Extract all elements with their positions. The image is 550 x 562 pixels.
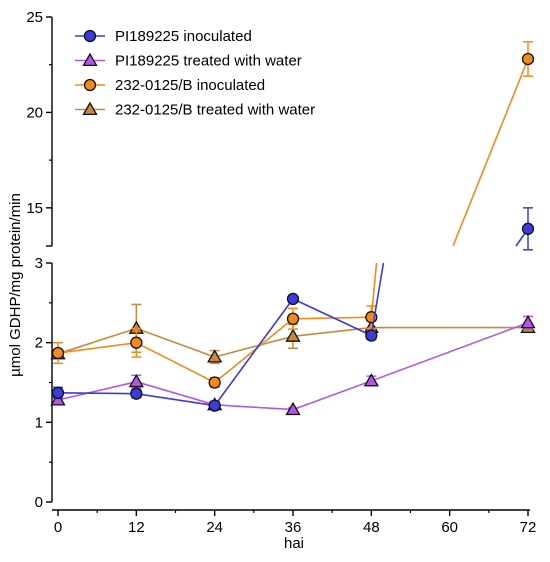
- series-line-segment: [214, 318, 294, 384]
- data-point: [130, 336, 143, 349]
- series-line-segment: [214, 298, 294, 407]
- x-tick-label: 48: [363, 519, 380, 536]
- x-tick-label: 72: [520, 519, 537, 536]
- series-line-segment: [135, 341, 216, 384]
- legend: PI189225 inoculated PI189225 treated with…: [75, 28, 315, 119]
- series-line-segment: [136, 327, 215, 358]
- legend-label: 232-0125/B inoculated: [115, 77, 265, 94]
- series-line-segment: [214, 335, 294, 358]
- x-axis-label: hai: [284, 535, 304, 552]
- series-0: [51, 207, 535, 412]
- series-line-segment: [57, 327, 137, 355]
- data-point: [50, 392, 66, 406]
- series-line-segment: [371, 322, 529, 382]
- y-axis-label: µmol GDHP/mg protein/min: [7, 193, 24, 377]
- legend-label: PI189225 treated with water: [115, 53, 302, 70]
- x-tick-label: 12: [128, 519, 145, 536]
- y-tick-label: 15: [26, 200, 43, 217]
- series-line-segment: [370, 262, 385, 336]
- data-point: [51, 386, 65, 400]
- legend-marker: [83, 78, 97, 92]
- data-point: [521, 222, 535, 235]
- x-tick-label: 24: [206, 519, 223, 536]
- series-line-segment: [57, 392, 137, 395]
- legend-marker: [82, 101, 98, 116]
- series-line-segment: [57, 341, 137, 354]
- y-tick-label: 20: [26, 104, 43, 121]
- series-layer: [50, 41, 536, 416]
- data-point: [363, 373, 379, 387]
- data-point: [207, 349, 223, 363]
- x-tick-label: 60: [441, 519, 458, 536]
- data-point: [286, 292, 300, 306]
- y-tick-label: 0: [35, 494, 43, 511]
- data-point: [208, 399, 221, 412]
- data-point: [365, 329, 378, 342]
- legend-label: PI189225 inoculated: [115, 28, 252, 45]
- data-point: [128, 373, 144, 388]
- series-line-segment: [57, 380, 137, 401]
- legend-marker: [83, 29, 97, 43]
- data-point: [51, 346, 65, 360]
- series-line-segment: [292, 326, 372, 338]
- data-point: [285, 401, 301, 416]
- data-point: [521, 52, 535, 66]
- legend-marker: [82, 52, 98, 67]
- y-tick-label: 3: [35, 255, 43, 272]
- y-tick-label: 1: [35, 414, 43, 431]
- x-tick-label: 36: [285, 519, 302, 536]
- series-line-segment: [292, 380, 372, 411]
- series-2: [51, 41, 535, 389]
- data-point: [130, 387, 143, 400]
- series-line-segment: [214, 404, 294, 411]
- series-line-segment: [452, 58, 529, 247]
- series-line-segment: [136, 380, 215, 406]
- series-line-segment: [292, 298, 372, 337]
- y-tick-label: 25: [26, 9, 43, 26]
- legend-label: 232-0125/B treated with water: [115, 102, 315, 119]
- series-line-segment: [136, 392, 215, 407]
- x-tick-label: 0: [54, 519, 62, 536]
- data-point: [286, 312, 300, 325]
- series-line-segment: [370, 262, 378, 318]
- data-point: [520, 314, 536, 329]
- data-point: [285, 328, 301, 342]
- y-tick-label: 2: [35, 335, 43, 352]
- data-point: [208, 376, 221, 389]
